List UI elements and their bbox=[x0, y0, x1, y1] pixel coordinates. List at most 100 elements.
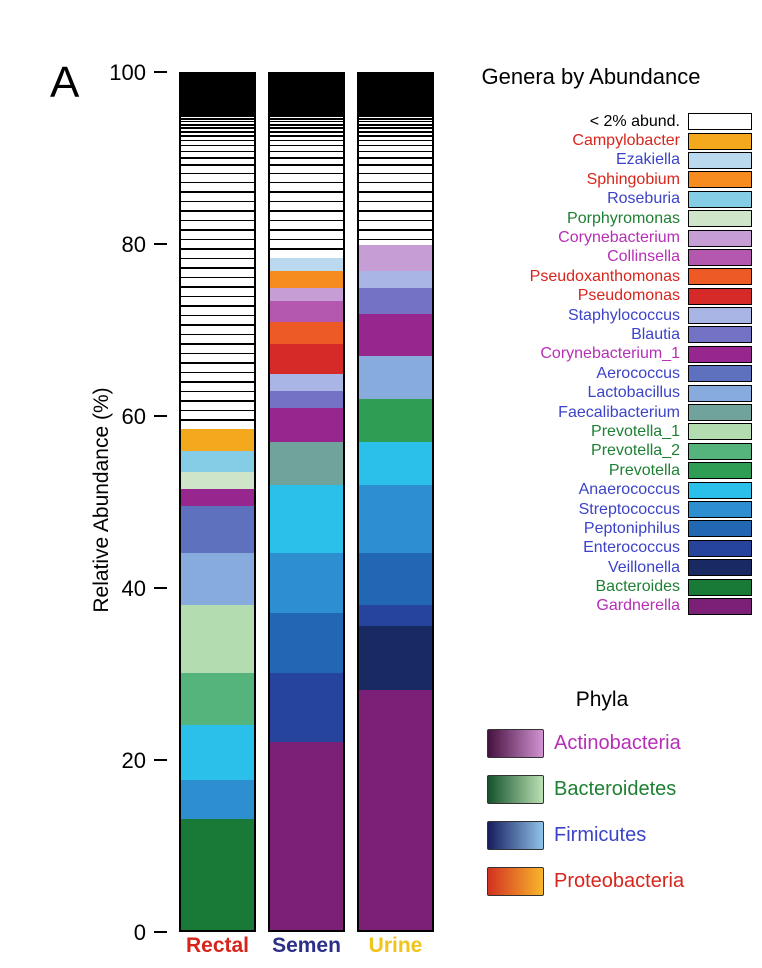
legend-label: Prevotella_1 bbox=[591, 422, 680, 440]
lt2-stripe bbox=[359, 172, 432, 175]
legend-label: Campylobacter bbox=[572, 132, 680, 150]
legend-label: Peptoniphilus bbox=[583, 519, 680, 537]
lt2-stripe bbox=[181, 181, 254, 184]
lt2-stripe bbox=[270, 127, 343, 129]
lt2-solid-black-top bbox=[181, 74, 254, 117]
lt2-stripe bbox=[270, 248, 343, 250]
legend-item: Gardnerella bbox=[430, 597, 752, 616]
lt2-stripe bbox=[359, 210, 432, 212]
phyla-item: Proteobacteria bbox=[487, 866, 717, 896]
bar-segment-anaerococcus bbox=[181, 724, 254, 781]
bar-segment-lactobacillus bbox=[359, 356, 432, 400]
legend-label: Aerococcus bbox=[596, 364, 680, 382]
legend-label: Blautia bbox=[631, 325, 680, 343]
lt2-stripe bbox=[181, 210, 254, 212]
bar-segment-streptococcus bbox=[359, 484, 432, 554]
bar-semen bbox=[268, 72, 345, 932]
y-tick-mark bbox=[154, 758, 167, 762]
bar-segment-prevotella-2 bbox=[181, 673, 254, 725]
bar-segment-blautia bbox=[359, 288, 432, 314]
legend-swatch bbox=[688, 248, 752, 266]
legend-item: Aerococcus bbox=[430, 364, 752, 383]
bar-segment-corynebacterium bbox=[359, 245, 432, 271]
bar-segment-staphylococcus bbox=[270, 373, 343, 391]
lt2-stripe bbox=[359, 229, 432, 231]
legend-label: Collinsella bbox=[607, 248, 680, 266]
bar-segment-streptococcus bbox=[270, 553, 343, 614]
legend-swatch bbox=[688, 481, 752, 499]
bar-segment-blautia bbox=[270, 390, 343, 408]
legend-label: Bacteroides bbox=[595, 578, 681, 596]
legend-item: Streptococcus bbox=[430, 500, 752, 519]
legend-swatch bbox=[688, 307, 752, 325]
legend-swatch bbox=[688, 268, 752, 286]
legend-swatch bbox=[688, 578, 752, 596]
bar-segment-gardnerella bbox=[359, 690, 432, 930]
legend-swatch bbox=[688, 151, 752, 169]
legend-label: < 2% abund. bbox=[589, 112, 680, 130]
legend-label: Prevotella bbox=[608, 461, 680, 479]
legend-label: Staphylococcus bbox=[567, 306, 680, 324]
bar-segment-2-abund bbox=[270, 74, 343, 259]
legend-label: Roseburia bbox=[607, 190, 680, 208]
legend-item: Prevotella_2 bbox=[430, 442, 752, 461]
legend-item: Veillonella bbox=[430, 558, 752, 577]
phyla-item: Firmicutes bbox=[487, 820, 717, 850]
lt2-stripe bbox=[359, 238, 432, 241]
legend-item: Peptoniphilus bbox=[430, 519, 752, 538]
lt2-stripe bbox=[181, 352, 254, 355]
lt2-stripe bbox=[181, 120, 254, 123]
lt2-stripe bbox=[181, 409, 254, 412]
legend-label: Lactobacillus bbox=[587, 384, 681, 402]
lt2-stripe bbox=[270, 172, 343, 175]
lt2-stripe bbox=[181, 419, 254, 421]
lt2-stripe bbox=[181, 127, 254, 129]
lt2-stripe bbox=[181, 381, 254, 383]
lt2-stripe bbox=[181, 150, 254, 153]
lt2-stripe bbox=[359, 181, 432, 184]
y-tick-mark bbox=[154, 414, 167, 418]
lt2-stripe bbox=[359, 157, 432, 159]
legend-swatch bbox=[688, 365, 752, 383]
legend-swatch bbox=[688, 520, 752, 538]
legend-swatch bbox=[688, 462, 752, 480]
lt2-stripe bbox=[181, 200, 254, 203]
legend-item: Anaerococcus bbox=[430, 480, 752, 499]
lt2-stripe bbox=[359, 200, 432, 203]
legend-label: Corynebacterium_1 bbox=[540, 345, 680, 363]
lt2-stripe bbox=[181, 144, 254, 147]
lt2-stripe bbox=[270, 238, 343, 241]
lt2-stripe bbox=[270, 219, 343, 222]
lt2-stripe bbox=[181, 276, 254, 279]
legend-item: Prevotella bbox=[430, 461, 752, 480]
legend-swatch bbox=[688, 559, 752, 577]
lt2-stripe bbox=[181, 135, 254, 137]
lt2-solid-black-top bbox=[359, 74, 432, 117]
lt2-stripe bbox=[270, 120, 343, 123]
y-tick-label: 0 bbox=[133, 920, 146, 945]
lt2-stripe bbox=[181, 333, 254, 336]
bar-segment-streptococcus bbox=[181, 780, 254, 819]
lt2-stripe bbox=[359, 150, 432, 153]
legend-label: Enterococcus bbox=[583, 539, 680, 557]
legend-swatch bbox=[688, 345, 752, 363]
bar-segment-2-abund bbox=[181, 74, 254, 430]
lt2-stripe bbox=[181, 172, 254, 175]
bar-segment-aerococcus bbox=[181, 506, 254, 554]
legend-label: Gardnerella bbox=[596, 597, 680, 615]
legend-swatch bbox=[688, 229, 752, 247]
y-tick-mark bbox=[154, 930, 167, 934]
lt2-stripe bbox=[181, 362, 254, 364]
legend-swatch bbox=[688, 384, 752, 402]
lt2-stripe bbox=[181, 314, 254, 317]
bar-segment-enterococcus bbox=[270, 673, 343, 742]
lt2-stripe bbox=[181, 324, 254, 326]
legend-label: Streptococcus bbox=[578, 500, 680, 518]
bar-segment-prevotella-1 bbox=[181, 604, 254, 674]
legend-item: Corynebacterium bbox=[430, 228, 752, 247]
lt2-stripe bbox=[181, 157, 254, 159]
legend-item: Staphylococcus bbox=[430, 306, 752, 325]
legend-swatch bbox=[688, 423, 752, 441]
